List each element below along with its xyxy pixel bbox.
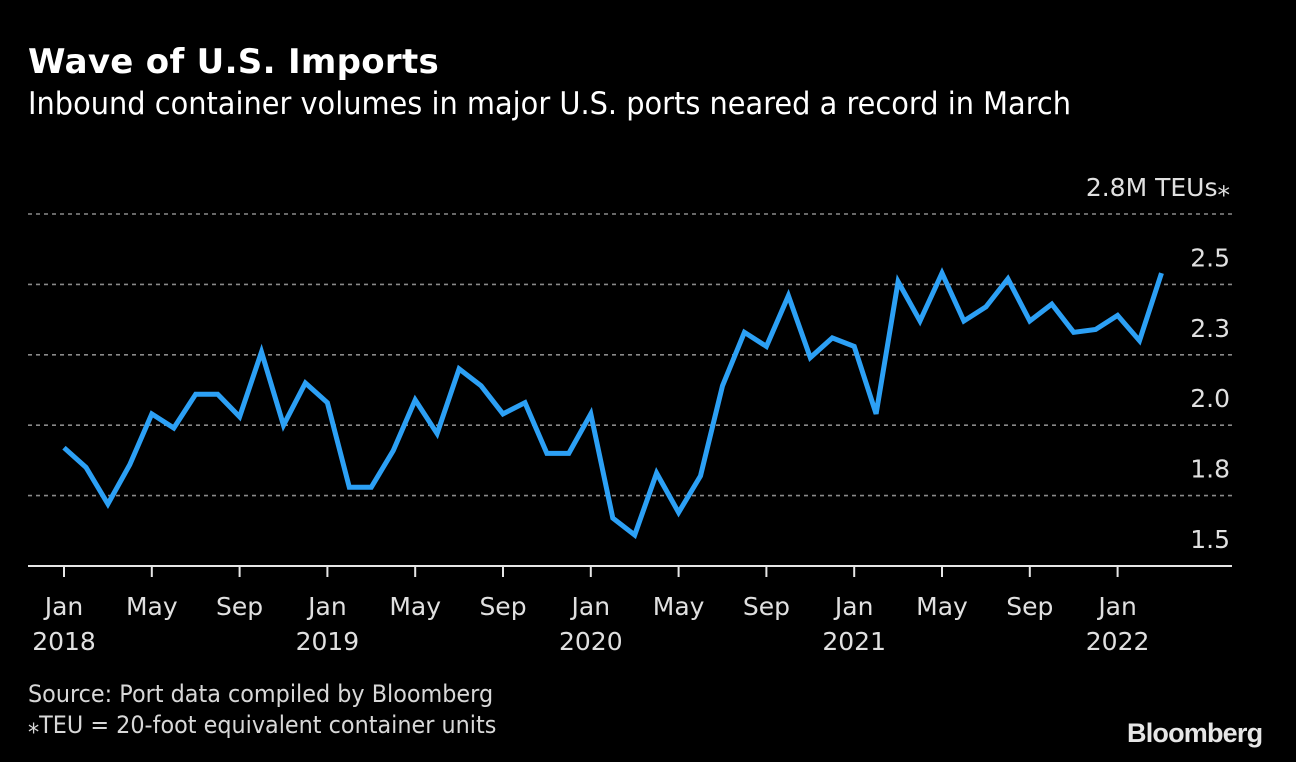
data-point-2021-01	[852, 344, 857, 349]
x-tick-label: Jan	[570, 592, 611, 621]
x-tick-label: May	[653, 592, 705, 621]
data-point-2019-06	[435, 431, 440, 436]
data-point-2021-04	[918, 319, 923, 324]
data-point-2022-02	[1137, 338, 1142, 343]
data-point-2019-04	[391, 448, 396, 453]
data-point-2018-01	[62, 445, 67, 450]
data-point-2018-09	[237, 414, 242, 419]
x-tick-label: Sep	[1006, 592, 1053, 621]
data-point-2020-03	[632, 533, 637, 538]
x-tick-label: Sep	[743, 592, 790, 621]
data-point-2019-12	[566, 451, 571, 456]
data-point-2021-11	[1071, 330, 1076, 335]
x-tick-year-label: 2021	[822, 627, 886, 656]
data-point-2020-09	[764, 344, 769, 349]
x-tick-label: May	[389, 592, 441, 621]
x-tick-label: Jan	[1096, 592, 1137, 621]
data-point-2019-02	[347, 485, 352, 490]
y-tick-label: 1.5	[1190, 525, 1230, 554]
chart-subtitle: Inbound container volumes in major U.S. …	[28, 86, 1072, 122]
data-point-2018-04	[127, 462, 132, 467]
x-tick-label: Sep	[479, 592, 526, 621]
data-point-2020-04	[654, 471, 659, 476]
data-point-2022-03	[1159, 271, 1164, 276]
y-unit-label: 2.8M TEUs⁎	[1086, 173, 1230, 202]
data-point-2018-05	[149, 411, 154, 416]
x-tick-label: Jan	[306, 592, 347, 621]
data-point-2020-02	[610, 516, 615, 521]
x-axis: Jan 2018 May Sep Jan 2019 May Sep Jan 2020 May Sep J…	[28, 565, 1232, 656]
data-point-2021-02	[874, 411, 879, 416]
x-tick-label: Jan	[43, 592, 84, 621]
x-tick-year-label: 2020	[559, 627, 623, 656]
series-line	[62, 267, 1164, 540]
x-tick-label: Jan	[833, 592, 874, 621]
data-point-2020-06	[698, 473, 703, 478]
data-point-2019-11	[544, 451, 549, 456]
data-point-2020-05	[676, 510, 681, 515]
data-point-2018-03	[105, 502, 110, 507]
data-point-2021-07	[983, 304, 988, 309]
data-point-2019-09	[501, 411, 506, 416]
chart-title: Wave of U.S. Imports	[28, 42, 440, 82]
x-tick-year-label: 2019	[296, 627, 360, 656]
source-note: Source: Port data compiled by Bloomberg	[28, 680, 494, 708]
data-point-2018-10	[259, 350, 264, 355]
x-tick-year-label: 2022	[1086, 627, 1150, 656]
series-layer	[62, 267, 1164, 540]
data-point-2022-01	[1115, 313, 1120, 318]
x-tick-year-label: 2018	[32, 627, 96, 656]
data-point-2019-07	[457, 366, 462, 371]
data-point-2018-02	[84, 465, 89, 470]
data-point-2018-11	[281, 423, 286, 428]
x-tick-label: Sep	[216, 592, 263, 621]
data-point-2021-09	[1027, 319, 1032, 324]
y-tick-label: 1.8	[1190, 455, 1230, 484]
data-point-2021-06	[961, 319, 966, 324]
data-point-2019-10	[523, 400, 528, 405]
data-point-2018-12	[303, 381, 308, 386]
y-tick-label: 2.5	[1190, 243, 1230, 272]
data-point-2018-06	[171, 426, 176, 431]
y-tick-label: 2.3	[1190, 314, 1230, 343]
data-point-2018-07	[193, 392, 198, 397]
gridlines	[28, 213, 1232, 497]
bloomberg-logo: Bloomberg	[1127, 718, 1263, 748]
x-tick-label: May	[126, 592, 178, 621]
data-point-2021-03	[896, 279, 901, 284]
data-point-2019-05	[413, 397, 418, 402]
data-point-2020-08	[742, 330, 747, 335]
x-tick-label: May	[916, 592, 968, 621]
data-point-2021-08	[1005, 276, 1010, 281]
data-point-2018-08	[215, 392, 220, 397]
data-point-2021-10	[1049, 302, 1054, 307]
data-point-2021-12	[1093, 327, 1098, 332]
data-point-2020-07	[720, 383, 725, 388]
teu-footnote: ⁎TEU = 20-foot equivalent container unit…	[28, 711, 497, 739]
data-point-2020-12	[830, 335, 835, 340]
y-tick-label: 2.0	[1190, 384, 1230, 413]
data-point-2020-11	[808, 355, 813, 360]
data-point-2020-01	[588, 411, 593, 416]
data-point-2019-01	[325, 400, 330, 405]
data-point-2019-03	[369, 485, 374, 490]
y-axis-labels: 2.5 2.3 2.0 1.8 1.5	[1190, 243, 1230, 554]
data-point-2019-08	[479, 383, 484, 388]
data-point-2020-10	[786, 293, 791, 298]
data-point-2021-05	[940, 271, 945, 276]
